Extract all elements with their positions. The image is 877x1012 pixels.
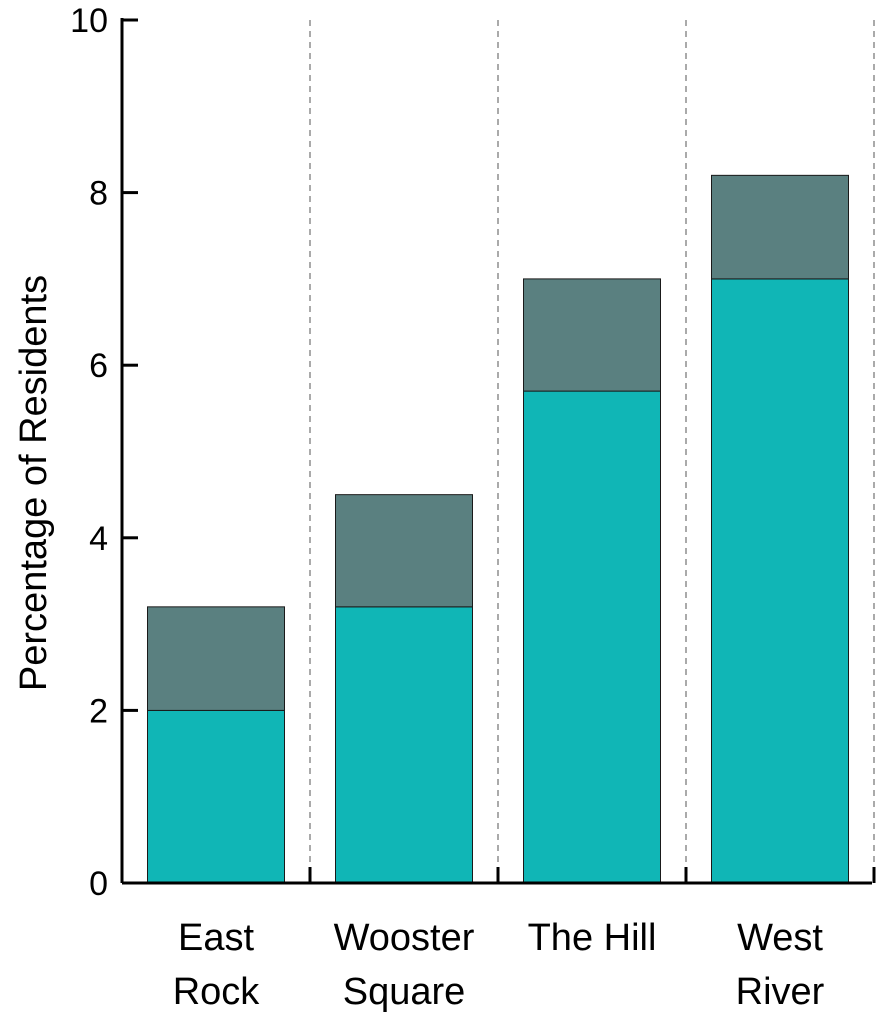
category-label: The Hill (528, 917, 657, 959)
category-separators (309, 20, 875, 883)
bar-segment-upper (711, 174, 849, 280)
y-axis-title: Percentage of Residents (13, 275, 55, 691)
bars-group (147, 174, 849, 884)
category-labels: East Rock Wooster Square The Hill West River (173, 917, 825, 1012)
category-label: River (736, 971, 825, 1012)
bar-segment-lower (335, 606, 473, 884)
y-tick-label: 2 (89, 692, 108, 730)
category-label: Square (343, 971, 466, 1012)
category-label: West (737, 917, 823, 959)
bar-segment-upper (147, 606, 285, 711)
y-tick-label: 6 (89, 347, 108, 385)
bar-segment-lower (523, 390, 661, 884)
bar-segment-lower (711, 278, 849, 884)
y-tick-label: 10 (70, 2, 108, 40)
category-label: Rock (173, 971, 261, 1012)
category-label: East (178, 917, 254, 959)
y-tick-label: 0 (89, 865, 108, 903)
x-ticks (308, 867, 876, 883)
bar-segment-lower (147, 709, 285, 884)
bar-segment-upper (335, 494, 473, 608)
y-tick-label: 8 (89, 175, 108, 213)
y-tick-label: 4 (89, 520, 108, 558)
bar-segment-upper (523, 278, 661, 392)
y-ticks: 0 2 4 6 8 10 (70, 2, 138, 903)
category-label: Wooster (334, 917, 475, 959)
